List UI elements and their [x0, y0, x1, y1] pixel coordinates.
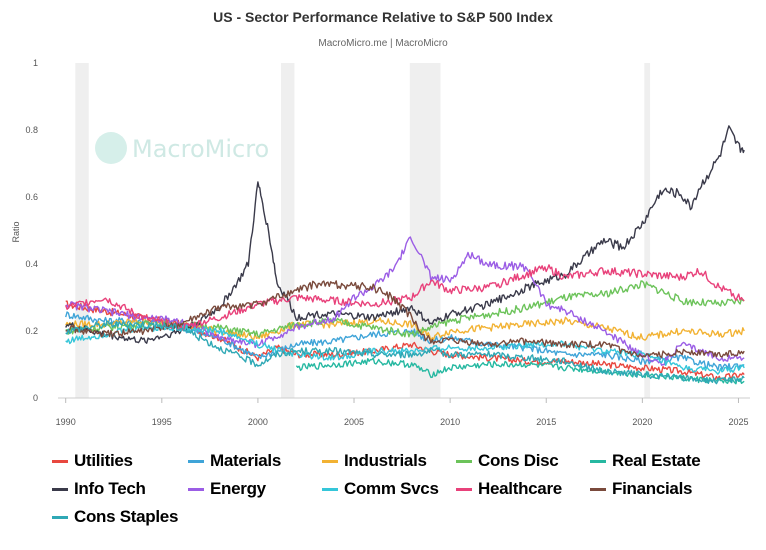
x-tick-label: 1995 [152, 417, 172, 427]
legend-item-healthcare[interactable]: Healthcare [456, 476, 562, 502]
legend-label: Industrials [344, 451, 427, 470]
x-tick-label: 2005 [344, 417, 364, 427]
series-line-cons-staples [65, 320, 745, 385]
legend-label: Real Estate [612, 451, 701, 470]
series-layer [65, 125, 745, 385]
chart-title: US - Sector Performance Relative to S&P … [213, 9, 553, 25]
legend-swatch [188, 459, 204, 463]
legend-item-materials[interactable]: Materials [188, 448, 281, 474]
x-tick-label: 2025 [728, 417, 748, 427]
y-tick-label: 0.4 [25, 259, 38, 269]
x-tick-label: 2015 [536, 417, 556, 427]
legend-swatch [590, 459, 606, 463]
recession-band [280, 63, 295, 398]
legend-label: Materials [210, 451, 282, 470]
y-tick-label: 0 [33, 393, 38, 403]
x-axis: 1990 1995 2000 2005 2010 2015 2020 2025 [56, 398, 748, 427]
series-line-healthcare [65, 264, 745, 331]
y-tick-label: 0.2 [25, 326, 38, 336]
x-tick-label: 1990 [56, 417, 76, 427]
legend-item-cons-staples[interactable]: Cons Staples [52, 504, 178, 530]
legend-item-financials[interactable]: Financials [590, 476, 692, 502]
legend-label: Info Tech [74, 479, 146, 498]
legend-item-cons-disc[interactable]: Cons Disc [456, 448, 559, 474]
legend-label: Healthcare [478, 479, 562, 498]
legend-label: Utilities [74, 451, 133, 470]
legend-label: Cons Disc [478, 451, 559, 470]
legend-item-utilities[interactable]: Utilities [52, 448, 133, 474]
y-tick-label: 1 [33, 58, 38, 68]
y-axis: 0 0.2 0.4 0.6 0.8 1 [25, 58, 38, 403]
legend-label: Financials [612, 479, 693, 498]
watermark-logo-icon [95, 132, 127, 164]
legend-item-energy[interactable]: Energy [188, 476, 266, 502]
legend-item-real-estate[interactable]: Real Estate [590, 448, 701, 474]
x-tick-label: 2000 [248, 417, 268, 427]
chart-subtitle: MacroMicro.me | MacroMicro [318, 38, 448, 49]
legend-swatch [456, 459, 472, 463]
legend-swatch [590, 487, 606, 491]
y-tick-label: 0.8 [25, 125, 38, 135]
legend-label: Energy [210, 479, 266, 498]
series-line-energy [65, 236, 745, 366]
series-line-info-tech [65, 125, 745, 344]
legend-label: Comm Svcs [344, 479, 439, 498]
legend-item-industrials[interactable]: Industrials [322, 448, 427, 474]
recession-band [75, 63, 89, 398]
legend-swatch [456, 487, 472, 491]
y-axis-label: Ratio [11, 221, 21, 242]
legend-swatch [322, 459, 338, 463]
legend-swatch [52, 487, 68, 491]
x-tick-label: 2010 [440, 417, 460, 427]
legend-item-info-tech[interactable]: Info Tech [52, 476, 146, 502]
legend-swatch [188, 487, 204, 491]
legend-swatch [52, 515, 68, 519]
recession-bands [75, 63, 651, 398]
watermark: MacroMicro [95, 132, 269, 164]
x-tick-label: 2020 [632, 417, 652, 427]
series-line-financials [65, 280, 745, 359]
legend-swatch [52, 459, 68, 463]
recession-band [644, 63, 651, 398]
legend-swatch [322, 487, 338, 491]
watermark-text: MacroMicro [132, 135, 269, 163]
legend-label: Cons Staples [74, 507, 179, 526]
legend-item-comm-svcs[interactable]: Comm Svcs [322, 476, 439, 502]
series-line-utilities [65, 300, 745, 381]
y-tick-label: 0.6 [25, 192, 38, 202]
